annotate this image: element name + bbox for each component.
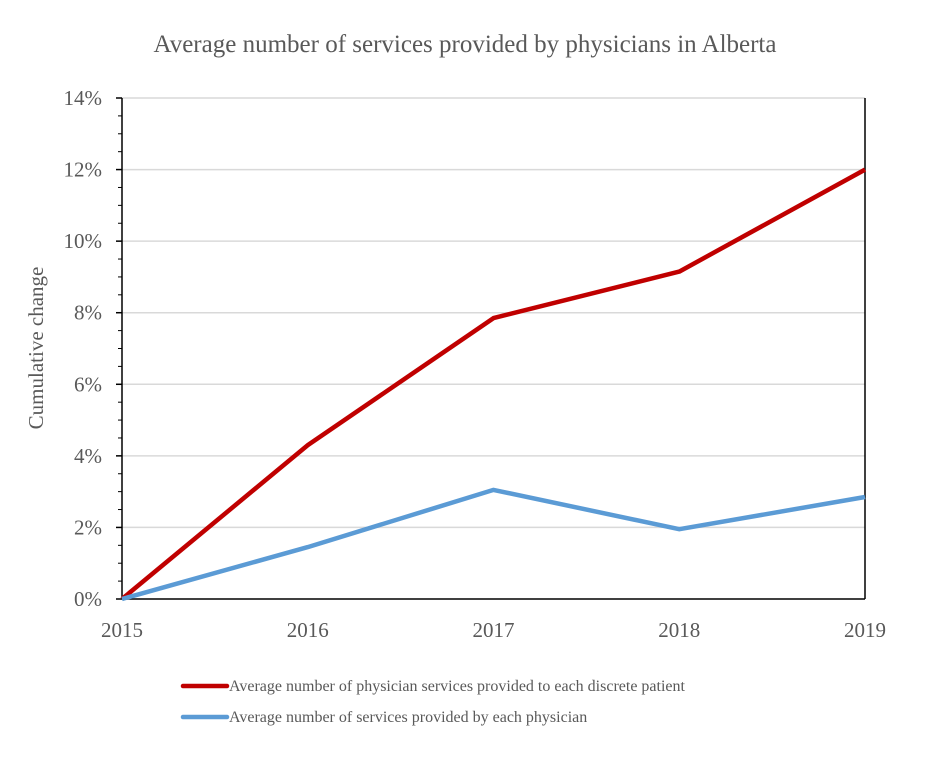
y-tick-label: 6% [74,372,102,396]
y-tick-label: 8% [74,301,102,325]
y-tick-label: 0% [74,587,102,611]
y-tick-label: 2% [74,515,102,539]
chart-title: Average number of services provided by p… [154,31,777,58]
series-line-2 [121,487,866,602]
y-tick-label: 10% [64,229,103,253]
y-tick-label: 14% [64,86,103,110]
x-tick-label: 2016 [287,618,329,642]
y-tick-labels: 0% 2% 4% 6% 8% 10% 12% 14% [64,86,103,611]
x-tick-labels: 2015 2016 2017 2018 2019 [101,618,886,642]
x-tick-label: 2015 [101,618,143,642]
legend: Average number of physician services pro… [180,678,686,726]
x-tick-label: 2019 [844,618,886,642]
x-tick-label: 2017 [473,618,515,642]
x-tick-label: 2018 [658,618,700,642]
y-axis-title: Cumulative change [24,267,48,430]
legend-label: Average number of services provided by e… [229,709,587,726]
y-tick-label: 12% [64,158,103,182]
axes [116,97,866,600]
y-tick-label: 4% [74,444,102,468]
legend-label: Average number of physician services pro… [229,678,686,695]
series-line-1 [120,167,867,601]
series-lines [120,167,867,602]
gridlines [122,97,865,529]
